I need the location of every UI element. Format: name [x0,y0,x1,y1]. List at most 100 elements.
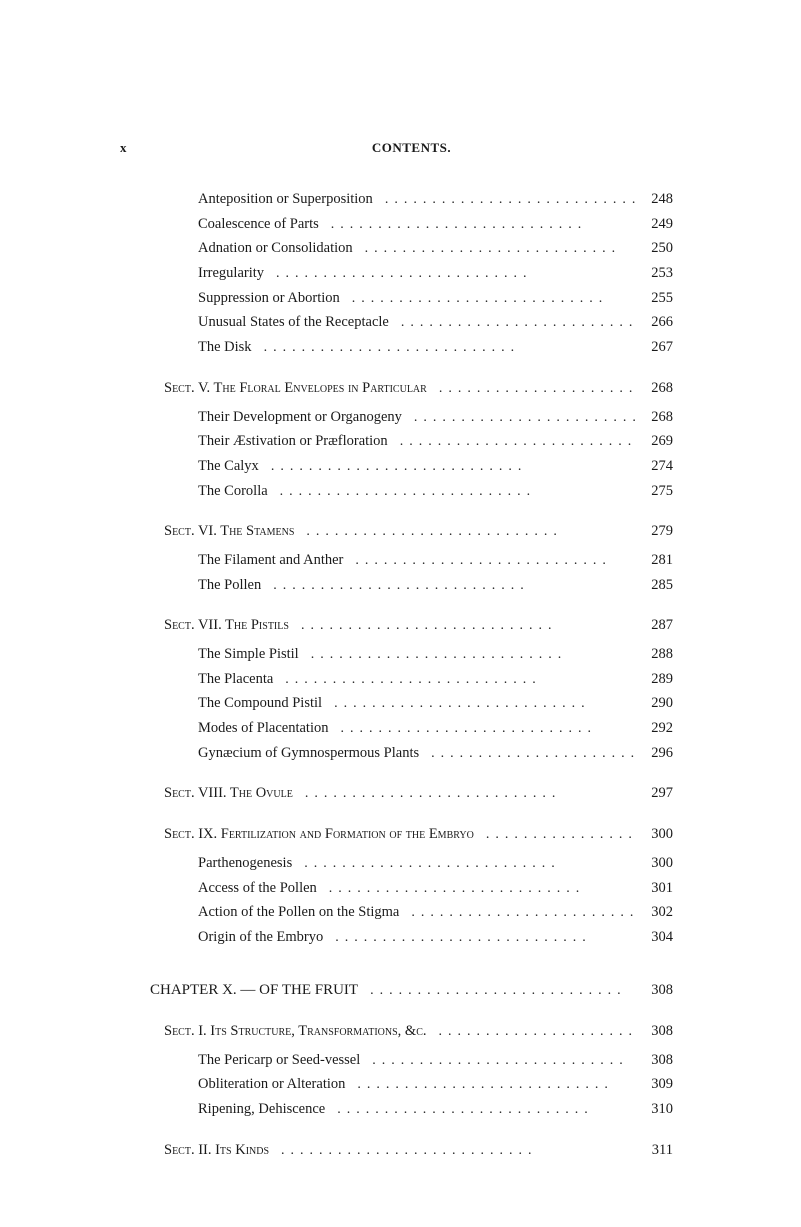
toc-entry: Irregularity...........................2… [150,262,673,285]
toc-entry-page: 248 [637,188,673,210]
toc-dot-leader: ........................... [349,1074,637,1096]
toc-dot-leader: ........................... [364,1050,637,1072]
toc-entry-label: Modes of Placentation [150,717,332,739]
toc-dot-leader: ........................... [332,718,637,740]
toc-entry: The Simple Pistil.......................… [150,643,673,666]
toc-dot-leader: ........................... [326,693,637,715]
toc-dot-leader: ........................... [423,743,637,765]
header-title: CONTENTS. [372,140,451,156]
toc-entry-page: 301 [637,877,673,899]
toc-dot-leader: ........................... [265,575,637,597]
toc-entry-page: 288 [637,643,673,665]
toc-entry-page: 287 [637,614,673,636]
toc-entry-page: 311 [637,1139,673,1161]
toc-entry: Their Development or Organogeny.........… [150,406,673,429]
toc-entry: Unusual States of the Receptacle........… [150,311,673,334]
toc-entry-label: Access of the Pollen [150,877,321,899]
toc-entry: The Calyx...........................274 [150,455,673,478]
toc-dot-leader: ........................... [406,407,637,429]
toc-entry-page: 268 [637,406,673,428]
toc-entry-page: 308 [637,1049,673,1071]
toc-entry-label: Their Æstivation or Præfloration [150,430,392,452]
toc-entry: The Filament and Anther.................… [150,549,673,572]
toc-entry-page: 289 [637,668,673,690]
toc-entry: The Compound Pistil.....................… [150,692,673,715]
toc-dot-leader: ........................... [256,337,637,359]
toc-entry-page: 275 [637,480,673,502]
toc-entry-label: The Compound Pistil [150,692,326,714]
toc-dot-leader: ........................... [403,902,637,924]
toc-entry-page: 249 [637,213,673,235]
toc-entry-label: Unusual States of the Receptacle [150,311,393,333]
toc-entry-page: 274 [637,455,673,477]
toc-entry: Ripening, Dehiscence....................… [150,1098,673,1121]
toc-entry-page: 285 [637,574,673,596]
toc-entry: The Pericarp or Seed-vessel.............… [150,1049,673,1072]
toc-entry-label: Sect. II. Its Kinds [150,1139,273,1161]
toc-entry-label: The Disk [150,336,256,358]
toc-entry-label: Sect. IX. Fertilization and Formation of… [150,823,478,845]
toc-entry-label: Sect. I. Its Structure, Transformations,… [150,1020,431,1042]
toc-dot-leader: ........................... [377,189,637,211]
toc-dot-leader: ........................... [277,669,637,691]
toc-entry: Origin of the Embryo....................… [150,926,673,949]
toc-dot-leader: ........................... [362,980,637,1002]
toc-dot-leader: ........................... [321,878,637,900]
toc-entry: Parthenogenesis.........................… [150,852,673,875]
toc-dot-leader: ........................... [297,783,637,805]
toc-entry-page: 269 [637,430,673,452]
toc-entry-label: Obliteration or Alteration [150,1073,349,1095]
toc-dot-leader: ........................... [298,521,637,543]
toc-entry-page: 300 [637,852,673,874]
toc-entry: Sect. IX. Fertilization and Formation of… [150,823,673,846]
toc-entry-page: 308 [637,1020,673,1042]
toc-entry: The Corolla...........................27… [150,480,673,503]
toc-entry-page: 268 [637,377,673,399]
toc-entry-page: 281 [637,549,673,571]
toc-entry-page: 292 [637,717,673,739]
toc-entry-label: Sect. VIII. The Ovule [150,782,297,804]
toc-entry-page: 300 [637,823,673,845]
toc-entry-page: 250 [637,237,673,259]
toc-entry-label: The Pericarp or Seed-vessel [150,1049,364,1071]
toc-entry-page: 304 [637,926,673,948]
toc-dot-leader: ........................... [392,431,637,453]
toc-entry: The Disk...........................267 [150,336,673,359]
toc-entry: Action of the Pollen on the Stigma......… [150,901,673,924]
toc-entry: Sect. I. Its Structure, Transformations,… [150,1020,673,1043]
toc-dot-leader: ........................... [347,550,637,572]
toc-entry-page: 279 [637,520,673,542]
page-marker: x [120,140,127,156]
toc-entry-label: Their Development or Organogeny [150,406,406,428]
page-header: x CONTENTS. [150,140,673,160]
toc-entry-page: 296 [637,742,673,764]
toc-entry-label: Sect. VI. The Stamens [150,520,298,542]
toc-entry: Sect. II. Its Kinds.....................… [150,1139,673,1162]
toc-entry-page: 266 [637,311,673,333]
toc-entry-label: The Filament and Anther [150,549,347,571]
toc-entry: Gynæcium of Gymnospermous Plants........… [150,742,673,765]
toc-entry-label: Sect. VII. The Pistils [150,614,293,636]
toc-entry: Modes of Placentation...................… [150,717,673,740]
toc-dot-leader: ........................... [329,1099,637,1121]
toc-entry: The Placenta...........................2… [150,668,673,691]
toc-entry: Sect. VI. The Stamens...................… [150,520,673,543]
toc-dot-leader: ........................... [296,853,637,875]
toc-entry: Sect. VII. The Pistils..................… [150,614,673,637]
toc-dot-leader: ........................... [393,312,637,334]
contents-page: x CONTENTS. Anteposition or Superpositio… [0,0,801,1227]
toc-entry-label: Gynæcium of Gymnospermous Plants [150,742,423,764]
toc-dot-leader: ........................... [327,927,637,949]
toc-entry-label: Ripening, Dehiscence [150,1098,329,1120]
toc-entry-label: Adnation or Consolidation [150,237,357,259]
toc-dot-leader: ........................... [357,238,637,260]
toc-entry-page: 253 [637,262,673,284]
toc-entry-label: Origin of the Embryo [150,926,327,948]
toc-entry-page: 255 [637,287,673,309]
toc-entry: CHAPTER X. — OF THE FRUIT...............… [150,979,673,1002]
toc-entry-label: The Pollen [150,574,265,596]
toc-entry-label: The Simple Pistil [150,643,303,665]
toc-dot-leader: ........................... [273,1140,637,1162]
toc-entry-label: Action of the Pollen on the Stigma [150,901,403,923]
toc-entry: Sect. VIII. The Ovule...................… [150,782,673,805]
